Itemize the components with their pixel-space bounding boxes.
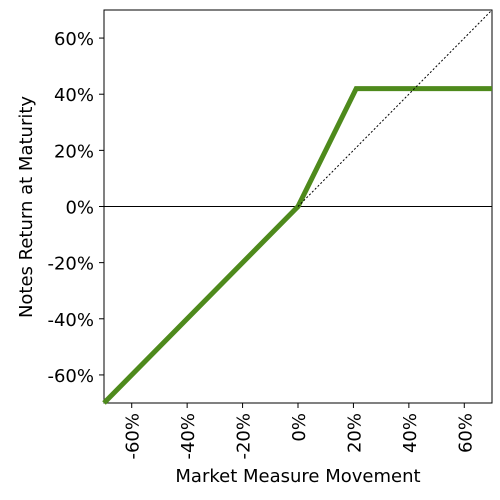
x-tick-label: 0% bbox=[289, 413, 310, 442]
y-tick-label: -60% bbox=[47, 366, 94, 387]
x-tick-label: 60% bbox=[455, 413, 476, 453]
y-tick-label: 60% bbox=[54, 29, 94, 50]
x-tick-label: -40% bbox=[178, 413, 199, 460]
payoff-line bbox=[102, 86, 492, 405]
y-tick-label: 20% bbox=[54, 141, 94, 162]
x-tick-label: -60% bbox=[123, 413, 144, 460]
y-tick-label: 0% bbox=[65, 198, 94, 219]
y-axis-label: Notes Return at Maturity bbox=[16, 96, 37, 318]
x-tick-label: 20% bbox=[344, 413, 365, 453]
x-tick-label: -20% bbox=[234, 413, 255, 460]
y-tick-label: -40% bbox=[47, 310, 94, 331]
y-tick-label: -20% bbox=[47, 254, 94, 275]
x-axis-label: Market Measure Movement bbox=[175, 466, 420, 487]
x-tick-label: 40% bbox=[400, 413, 421, 453]
y-tick-label: 40% bbox=[54, 85, 94, 106]
reference-line bbox=[297, 9, 493, 207]
